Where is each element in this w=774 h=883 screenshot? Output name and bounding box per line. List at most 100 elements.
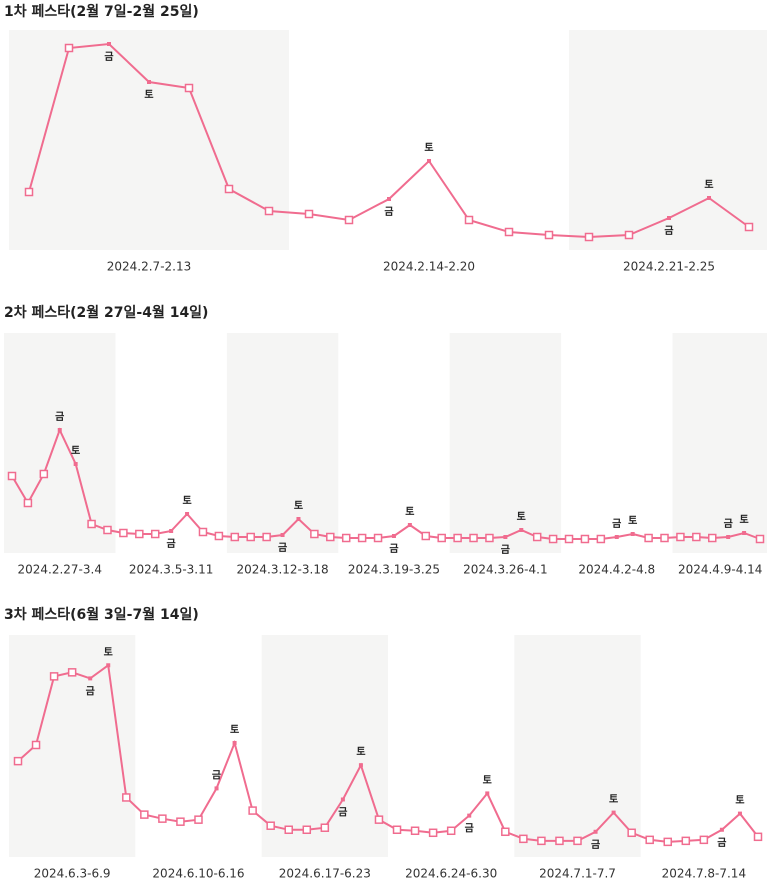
point [214,531,224,541]
point [504,227,514,237]
point [555,836,564,846]
week-label: 2024.3.12-3.18 [236,563,328,577]
point [73,462,78,466]
annotation: 토 [294,500,303,512]
week-label: 2024.4.9-4.14 [678,563,763,577]
annotation: 금 [664,225,673,237]
point [410,826,420,836]
point [140,810,149,819]
point [230,532,240,542]
annotation: 토 [182,495,191,507]
annotation: 금 [465,823,474,835]
point [719,827,724,832]
annotation: 금 [591,839,600,851]
annotation: 토 [356,746,365,758]
point [681,836,691,846]
chart-title: 2차 페스타(2월 27일-4월 14일) [4,304,208,321]
point [88,676,93,681]
week-band [9,30,289,250]
point [264,206,274,216]
point [119,528,128,538]
point [464,215,474,225]
point [699,835,709,845]
week-band [261,635,388,857]
point [246,532,255,542]
point [614,535,619,539]
annotation: 금 [724,518,733,530]
week-band [569,30,767,250]
week-label: 2024.2.7-2.13 [107,260,192,274]
point [214,786,219,791]
annotation: 금 [612,518,621,530]
point [64,43,74,53]
point [692,532,701,542]
point [580,534,590,544]
point [437,533,446,543]
week-band [4,333,116,553]
point [467,813,472,818]
point [485,791,490,796]
line [11,427,761,540]
annotation: 토 [104,646,113,658]
point [106,663,111,668]
annotation: 토 [704,179,713,191]
point [57,428,62,432]
point [340,797,345,802]
annotation: 금 [384,206,393,218]
point [726,535,731,539]
point [501,827,510,837]
point [537,836,546,846]
point [611,810,616,815]
point [67,668,77,677]
point [103,525,112,535]
point [107,42,111,46]
annotation: 토 [144,89,153,101]
week-label: 2024.3.5-3.11 [129,563,214,577]
point [224,184,234,194]
point [627,828,636,838]
point [320,823,330,832]
point [374,815,384,824]
annotation: 토 [739,514,748,526]
point [391,534,396,538]
point [596,534,606,544]
annotation: 토 [735,795,744,807]
annotation: 금 [389,543,398,555]
point [7,471,17,481]
annotation: 금 [278,542,287,554]
point [158,814,167,823]
point [742,531,747,535]
point [644,533,653,543]
point [310,529,319,539]
week-label: 2024.2.21-2.25 [623,260,715,274]
point [584,232,594,242]
annotation: 토 [609,794,618,806]
point [373,533,383,543]
point [485,533,494,543]
point [427,159,431,163]
point [357,533,367,543]
point [23,498,33,508]
point [135,529,144,539]
annotation: 금 [86,685,95,697]
week-label: 2024.3.26-4.1 [463,563,548,577]
point [744,222,754,232]
point [446,826,456,836]
point [544,230,554,240]
point [49,672,59,681]
week-label: 2024.7.8-7.14 [662,867,747,881]
point [532,532,542,542]
week-label: 2024.6.3-6.9 [34,867,111,881]
point [39,469,49,479]
point [624,230,634,240]
week-label: 2024.6.24-6.30 [405,867,497,881]
point [280,533,285,537]
point [87,519,96,529]
point [296,517,301,521]
point [304,209,314,219]
annotation: 금 [338,806,347,818]
point [24,187,34,197]
point [194,815,203,824]
annotation: 토 [71,445,80,457]
point [755,534,765,544]
